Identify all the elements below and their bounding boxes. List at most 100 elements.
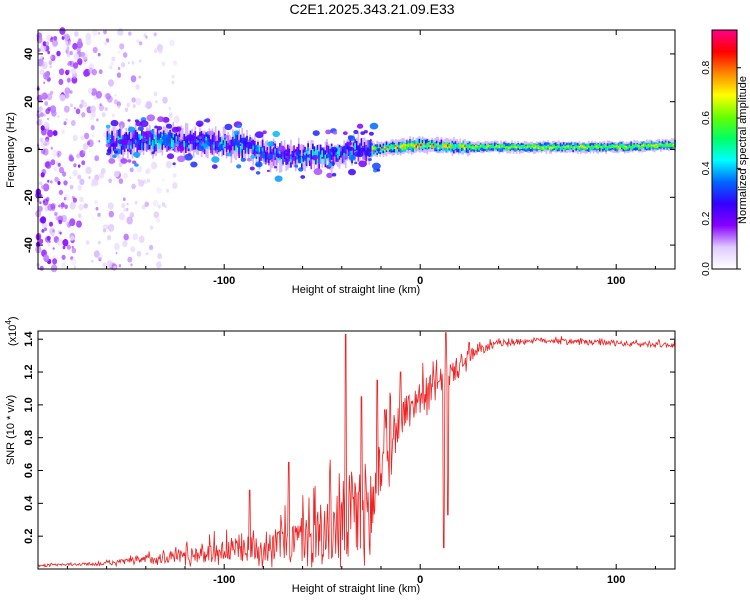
signal-cell	[392, 144, 394, 148]
signal-blob	[120, 138, 129, 146]
signal-cell	[390, 146, 393, 149]
signal-cell	[294, 149, 297, 153]
signal-cell	[454, 143, 457, 149]
signal-cell	[323, 149, 325, 156]
noise-cell	[72, 134, 78, 142]
signal-cell	[562, 147, 565, 149]
signal-cell	[286, 144, 289, 158]
signal-cell	[247, 147, 250, 155]
signal-cell	[461, 145, 463, 148]
signal-cell	[577, 145, 579, 148]
signal-cell	[636, 144, 639, 146]
noise-cell	[39, 201, 42, 205]
signal-cell	[669, 142, 672, 145]
noise-cell	[39, 93, 45, 99]
signal-cell	[489, 145, 491, 147]
signal-cell	[426, 142, 429, 146]
signal-cell	[635, 143, 637, 148]
signal-cell	[464, 145, 466, 151]
noise-cell	[72, 169, 78, 177]
signal-cell	[169, 130, 171, 139]
signal-cell	[213, 132, 215, 148]
signal-cell	[261, 149, 264, 159]
signal-cell	[609, 146, 612, 149]
signal-cell	[531, 145, 534, 148]
signal-cell	[355, 140, 358, 152]
noise-cell	[162, 96, 168, 104]
signal-cell	[222, 127, 225, 151]
noise-cell	[138, 41, 143, 46]
signal-cell	[625, 145, 628, 148]
signal-cell	[255, 146, 258, 159]
signal-cell	[464, 145, 466, 148]
signal-cell	[186, 138, 189, 148]
signal-cell	[236, 132, 239, 145]
noise-cell	[129, 167, 134, 173]
noise-cell	[127, 61, 130, 65]
signal-cell	[544, 145, 546, 147]
signal-cell	[597, 147, 600, 149]
noise-cell	[144, 104, 148, 108]
signal-cell	[539, 147, 542, 150]
signal-cell	[321, 150, 324, 157]
noise-cell	[108, 224, 115, 232]
signal-cell	[371, 145, 374, 152]
signal-cell	[658, 142, 661, 147]
noise-cell	[104, 107, 108, 112]
signal-cell	[537, 144, 540, 149]
noise-cell	[168, 106, 172, 111]
noise-cell	[38, 205, 43, 212]
signal-cell	[202, 133, 204, 142]
signal-cell	[359, 144, 361, 151]
signal-cell	[368, 140, 371, 149]
signal-cell	[428, 141, 430, 147]
spectrogram-y-label: Frequency (Hz)	[5, 112, 17, 188]
signal-cell	[577, 145, 579, 150]
noise-cell	[111, 113, 115, 118]
noise-cell	[79, 178, 85, 185]
signal-cell	[217, 143, 220, 147]
snr-x-tick-label: 100	[607, 574, 625, 586]
signal-cell	[152, 129, 154, 146]
signal-cell	[241, 142, 244, 159]
signal-cell	[111, 132, 113, 141]
signal-cell	[657, 145, 659, 148]
signal-cell	[261, 147, 264, 152]
signal-cell	[415, 145, 418, 148]
noise-cell	[131, 61, 135, 65]
noise-cell	[73, 106, 76, 110]
noise-cell	[95, 90, 102, 99]
noise-cell	[122, 52, 128, 58]
signal-cell	[435, 143, 438, 146]
signal-cell	[321, 154, 324, 158]
signal-cell	[581, 145, 584, 148]
signal-cell	[334, 152, 336, 155]
noise-cell	[106, 260, 113, 268]
signal-cell	[260, 147, 262, 151]
colorbar-frame	[711, 29, 738, 270]
signal-blob	[266, 169, 270, 173]
signal-cell	[566, 145, 568, 148]
signal-cell	[406, 144, 408, 147]
snr-y-ticks: 0.2 0.4 0.6 0.8 1.0 1.2 1.4	[23, 331, 675, 544]
signal-blob	[224, 123, 233, 131]
signal-cell	[112, 135, 115, 151]
snr-y-tick-label: 1.2	[23, 364, 35, 379]
signal-cell	[224, 140, 226, 144]
signal-cell	[161, 133, 164, 138]
signal-cell	[319, 154, 322, 158]
signal-cell	[316, 160, 319, 163]
signal-cell	[588, 146, 590, 148]
noise-cell	[117, 67, 121, 70]
signal-cell	[277, 147, 280, 154]
signal-cell	[268, 142, 270, 163]
signal-cell	[639, 146, 642, 148]
signal-cell	[205, 137, 208, 141]
noise-cell	[144, 201, 149, 208]
noise-cell	[83, 61, 86, 65]
noise-cell	[74, 31, 79, 37]
noise-cell	[38, 106, 43, 112]
signal-cell	[277, 158, 280, 161]
noise-cell	[149, 244, 154, 251]
noise-cell	[141, 205, 146, 210]
